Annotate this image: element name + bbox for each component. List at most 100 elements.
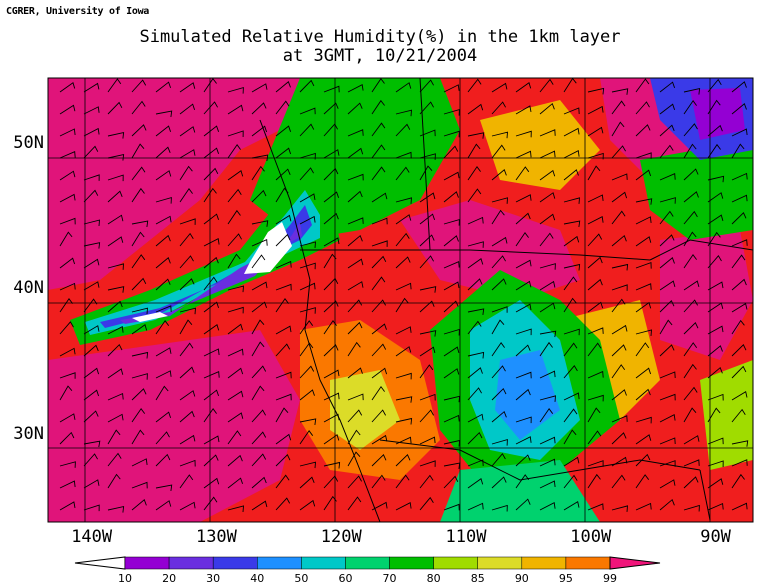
wind-barb bbox=[227, 130, 244, 138]
wind-barb bbox=[299, 262, 316, 270]
wind-barb bbox=[731, 319, 745, 335]
wind-barb bbox=[227, 430, 242, 445]
wind-barb bbox=[155, 196, 172, 204]
wind-barb bbox=[491, 209, 505, 225]
wind-barb bbox=[635, 78, 650, 93]
wind-barb bbox=[323, 300, 339, 313]
wind-barb bbox=[635, 502, 652, 511]
wind-barb bbox=[491, 504, 508, 512]
wind-barb bbox=[443, 503, 460, 511]
wind-barb bbox=[275, 497, 291, 511]
wind-barb bbox=[275, 168, 291, 181]
wind-barb bbox=[467, 241, 484, 248]
wind-barb bbox=[251, 281, 268, 291]
wind-barb bbox=[491, 131, 509, 139]
wind-barb bbox=[203, 147, 220, 159]
wind-barb bbox=[59, 501, 76, 511]
wind-barb bbox=[395, 151, 412, 159]
wind-barb bbox=[587, 278, 603, 291]
wind-barb bbox=[251, 409, 266, 423]
colorbar-swatch bbox=[565, 556, 611, 570]
wind-barb bbox=[251, 254, 266, 269]
wind-barb bbox=[515, 416, 532, 424]
wind-barb bbox=[299, 107, 316, 115]
colorbar-label: 40 bbox=[250, 572, 265, 585]
wind-barb bbox=[443, 328, 460, 336]
wind-barb bbox=[587, 430, 602, 445]
wind-barb bbox=[131, 100, 146, 115]
wind-barb bbox=[515, 303, 532, 313]
wind-barb bbox=[659, 437, 676, 445]
wind-barb bbox=[371, 99, 385, 115]
wind-barb bbox=[179, 165, 193, 181]
wind-barb bbox=[611, 456, 628, 467]
wind-barb bbox=[299, 320, 314, 335]
wind-barb bbox=[299, 123, 315, 137]
wind-barb bbox=[563, 107, 580, 115]
wind-barb bbox=[419, 129, 436, 137]
wind-barb bbox=[131, 124, 147, 137]
wind-barb bbox=[395, 232, 410, 247]
wind-barb bbox=[227, 412, 244, 423]
wind-barb bbox=[179, 410, 195, 423]
wind-barb bbox=[659, 173, 676, 181]
wind-barb bbox=[611, 121, 625, 137]
wind-barb bbox=[59, 431, 75, 445]
wind-barb bbox=[419, 153, 436, 160]
wind-barb bbox=[659, 234, 675, 247]
wind-barb bbox=[515, 194, 532, 203]
wind-barb bbox=[59, 128, 76, 137]
wind-barb bbox=[155, 170, 172, 181]
wind-barb bbox=[107, 413, 124, 423]
wind-barb bbox=[707, 99, 721, 115]
colorbar-swatch bbox=[345, 556, 390, 570]
wind-barb bbox=[731, 344, 747, 357]
wind-barb bbox=[443, 414, 460, 423]
wind-barb bbox=[323, 212, 339, 225]
wind-barb bbox=[155, 125, 172, 137]
wind-barb bbox=[539, 370, 556, 379]
wind-barb bbox=[323, 369, 340, 379]
wind-barb bbox=[395, 417, 413, 425]
wind-barb bbox=[587, 87, 605, 95]
wind-barb bbox=[539, 78, 554, 93]
wind-barb bbox=[419, 79, 434, 93]
wind-barb bbox=[587, 327, 604, 335]
wind-barb bbox=[539, 129, 556, 137]
wind-barb bbox=[347, 451, 361, 467]
lon-label: 130W bbox=[195, 527, 237, 547]
wind-barb bbox=[563, 392, 580, 401]
wind-barb bbox=[467, 216, 484, 225]
colorbar-label: 30 bbox=[206, 572, 221, 585]
wind-barb bbox=[707, 78, 722, 93]
wind-barb bbox=[683, 254, 697, 269]
wind-barb bbox=[419, 346, 436, 357]
wind-barb bbox=[635, 283, 652, 291]
wind-barb bbox=[419, 192, 436, 203]
wind-barb bbox=[539, 480, 556, 489]
wind-barb bbox=[635, 216, 652, 225]
wind-barb bbox=[323, 85, 340, 93]
wind-barb bbox=[395, 346, 412, 357]
lon-label: 100W bbox=[570, 527, 612, 547]
wind-barb bbox=[683, 123, 698, 137]
wind-barb bbox=[59, 104, 76, 115]
wind-barb bbox=[467, 413, 484, 423]
wind-barb bbox=[395, 372, 412, 380]
wind-barb bbox=[131, 277, 147, 291]
lon-label: 140W bbox=[71, 527, 113, 547]
wind-barb bbox=[83, 367, 100, 379]
wind-barb bbox=[707, 175, 725, 183]
wind-barb bbox=[491, 82, 508, 93]
wind-barb bbox=[587, 194, 604, 203]
colorbar-label: 10 bbox=[118, 572, 132, 585]
wind-barb bbox=[227, 505, 245, 513]
wind-barb bbox=[299, 167, 314, 181]
wind-barb bbox=[323, 237, 340, 247]
colorbar-swatch bbox=[433, 556, 478, 570]
wind-barb bbox=[59, 257, 76, 269]
wind-barb bbox=[731, 81, 747, 93]
wind-barb bbox=[203, 256, 219, 269]
wind-barb bbox=[683, 168, 699, 181]
wind-barb bbox=[347, 475, 362, 489]
